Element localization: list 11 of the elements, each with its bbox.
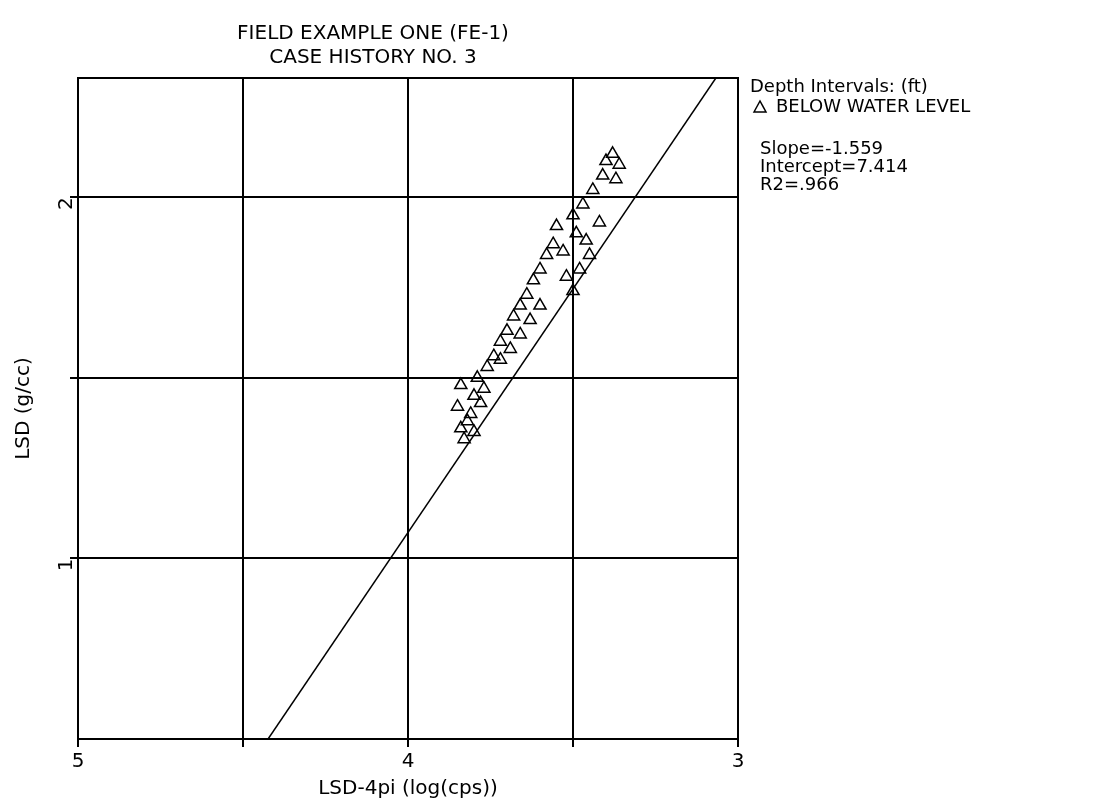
x-tick-label: 3	[731, 748, 745, 773]
x-tick-label: 5	[71, 748, 85, 773]
y-tick-label: 1	[53, 558, 78, 572]
chart-subtitle: CASE HISTORY NO. 3	[269, 44, 477, 69]
y-tick-label: 2	[53, 197, 78, 210]
legend-title: Depth Intervals: (ft)	[750, 74, 928, 96]
x-axis-title: LSD-4pi (log(cps))	[318, 775, 498, 800]
y-axis-title: LSD (g/cc)	[10, 357, 35, 460]
x-tick-label: 4	[401, 748, 415, 773]
text: Slope=-1.559	[760, 136, 884, 158]
chart-title: FIELD EXAMPLE ONE (FE-1)	[237, 20, 509, 45]
